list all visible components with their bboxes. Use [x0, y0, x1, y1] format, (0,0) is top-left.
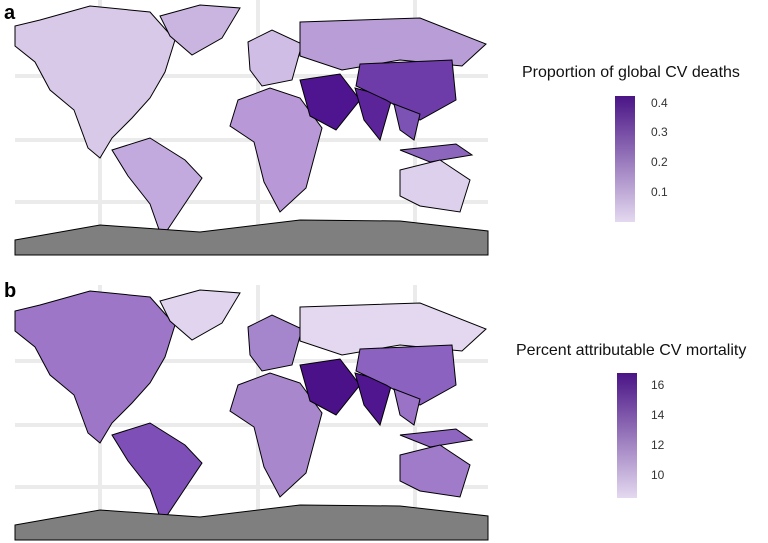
region-europe	[247, 29, 303, 87]
region-se-asia	[393, 103, 421, 141]
legend-a-tick: 0.2	[651, 155, 668, 169]
region-africa	[229, 372, 323, 498]
region-south-america	[111, 137, 203, 240]
region-south-america	[111, 422, 203, 525]
legend-b-title: Percent attributable CV mortality	[516, 342, 747, 359]
region-greenland	[159, 289, 241, 341]
region-china	[355, 344, 457, 406]
region-europe	[247, 314, 303, 372]
region-middle-east	[299, 73, 361, 131]
legend-b-tick: 16	[651, 378, 665, 392]
region-africa	[229, 87, 323, 213]
region-indonesia	[399, 428, 474, 448]
panel-a-label: a	[4, 2, 16, 24]
region-antarctica	[14, 219, 489, 256]
legend-a-title: Proportion of global CV deaths	[522, 64, 740, 81]
legend-a-tick: 0.4	[651, 96, 668, 110]
legend-a-colorbar	[615, 96, 635, 222]
legend-b-colorbar	[617, 373, 637, 498]
panel-b-label: b	[4, 280, 17, 302]
map-panel-a	[14, 0, 489, 256]
legend-b-tick: 12	[651, 438, 665, 452]
region-china	[355, 59, 457, 121]
region-greenland	[159, 4, 241, 56]
legend-a-tick: 0.3	[651, 125, 668, 139]
region-australia	[399, 444, 471, 498]
region-north-america	[14, 5, 176, 159]
region-se-asia	[393, 388, 421, 426]
region-australia	[399, 159, 471, 213]
legend-b-tick: 10	[651, 468, 665, 482]
legend-b-tick: 14	[651, 408, 665, 422]
map-panel-b	[14, 285, 489, 541]
region-indonesia	[399, 143, 474, 163]
region-north-america	[14, 290, 176, 444]
region-middle-east	[299, 358, 361, 416]
legend-a-tick: 0.1	[651, 185, 668, 199]
region-antarctica	[14, 504, 489, 541]
